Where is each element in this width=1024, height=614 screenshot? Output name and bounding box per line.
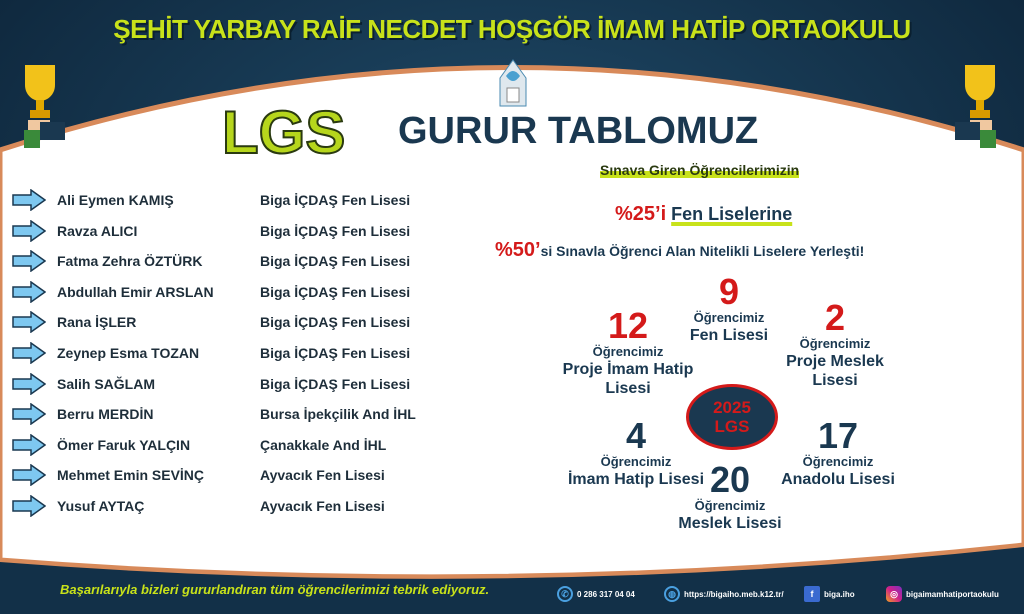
stat-count: 2: [824, 297, 846, 338]
stat-count: 17: [817, 415, 859, 456]
fen-liselerine: Fen Liselerine: [671, 204, 793, 224]
summary-intro: Sınava Giren Öğrencilerimizin: [600, 162, 800, 178]
student-row: Rana İŞLER Biga İÇDAŞ Fen Lisesi: [12, 309, 452, 335]
arrow-right-icon: [12, 310, 47, 334]
placed-school: Biga İÇDAŞ Fen Lisesi: [260, 283, 411, 300]
placed-school: Biga İÇDAŞ Fen Lisesi: [260, 253, 411, 270]
arrow-right-icon: [12, 280, 47, 304]
placed-school: Biga İÇDAŞ Fen Lisesi: [260, 375, 411, 392]
stat-imam-hatip: 4 Öğrencimiz İmam Hatip Lisesi: [566, 418, 706, 489]
summary-line-2: %50’si Sınavla Öğrenci Alan Nitelikli Li…: [495, 239, 864, 262]
stat-meslek: 20 Öğrencimiz Meslek Lisesi: [670, 462, 790, 533]
student-row: Yusuf AYTAÇ Ayvacık Fen Lisesi: [12, 493, 452, 519]
lgs-heading: LGS: [221, 98, 346, 167]
stat-label: Öğrencimiz: [799, 336, 871, 351]
facebook-icon: f: [804, 586, 820, 602]
summary-line-1: %25’i Fen Liselerine: [615, 203, 792, 226]
phone-icon: ✆: [557, 586, 573, 602]
stat-label: Öğrencimiz: [600, 454, 672, 469]
placed-school: Ayvacık Fen Lisesi: [260, 498, 385, 514]
stat-label: Öğrencimiz: [694, 498, 766, 513]
stat-count: 12: [607, 305, 649, 346]
school-logo: [499, 59, 527, 107]
facebook-handle[interactable]: biga.iho: [824, 589, 855, 599]
stat-count: 20: [709, 459, 751, 500]
student-row: Ali Eymen KAMIŞ Biga İÇDAŞ Fen Lisesi: [12, 187, 452, 213]
globe-icon: ◍: [664, 586, 680, 602]
stat-count: 9: [718, 271, 740, 312]
trophy-icon-left: [24, 65, 65, 148]
student-row: Zeynep Esma TOZAN Biga İÇDAŞ Fen Lisesi: [12, 340, 452, 366]
student-row: Berru MERDİN Bursa İpekçilik And İHL: [12, 401, 452, 427]
percent-50: %50’: [495, 239, 541, 261]
placed-school: Biga İÇDAŞ Fen Lisesi: [260, 314, 411, 331]
stat-proje-imam-hatip: 12 Öğrencimiz Proje İmam Hatip Lisesi: [553, 308, 703, 398]
footer-curve: [0, 547, 1024, 614]
trophy-icon-right: [955, 65, 996, 148]
student-name: Fatma Zehra ÖZTÜRK: [57, 253, 203, 270]
stat-proje-meslek: 2 Öğrencimiz Proje Meslek Lisesi: [770, 300, 900, 390]
stat-anadolu: 17 Öğrencimiz Anadolu Lisesi: [773, 418, 903, 489]
student-row: Salih SAĞLAM Biga İÇDAŞ Fen Lisesi: [12, 371, 452, 397]
gurur-tablomuz-heading: GURUR TABLOMUZ: [398, 110, 759, 152]
instagram-handle[interactable]: bigaimamhatiportaokulu: [906, 589, 999, 599]
student-name: Rana İŞLER: [57, 314, 137, 331]
arrow-right-icon: [12, 249, 47, 273]
facebook-contact[interactable]: f biga.iho: [804, 586, 855, 602]
student-row: Ömer Faruk YALÇIN Çanakkale And İHL: [12, 432, 452, 458]
student-row: Abdullah Emir ARSLAN Biga İÇDAŞ Fen Lises…: [12, 279, 452, 305]
placed-school: Çanakkale And İHL: [260, 436, 387, 453]
student-row: Fatma Zehra ÖZTÜRK Biga İÇDAŞ Fen Lisesi: [12, 248, 452, 274]
student-name: Abdullah Emir ARSLAN: [57, 283, 214, 300]
nitelikli-text: si Sınavla Öğrenci Alan Nitelikli Lisele…: [540, 243, 865, 259]
student-name: Ali Eymen KAMIŞ: [57, 192, 174, 208]
instagram-icon: ◎: [886, 586, 902, 602]
stat-kind: Anadolu Lisesi: [781, 470, 895, 488]
arrow-right-icon: [12, 372, 47, 396]
student-name: Ravza ALICI: [57, 222, 138, 239]
student-row: Ravza ALICI Biga İÇDAŞ Fen Lisesi: [12, 218, 452, 244]
student-row: Mehmet Emin SEVİNÇ Ayvacık Fen Lisesi: [12, 462, 452, 488]
arrow-right-icon: [12, 494, 47, 518]
stat-label: Öğrencimiz: [802, 454, 874, 469]
instagram-contact[interactable]: ◎ bigaimamhatiportaokulu: [886, 586, 999, 602]
student-name: Ömer Faruk YALÇIN: [57, 436, 191, 453]
stat-label: Öğrencimiz: [592, 344, 664, 359]
stat-fen: 9 Öğrencimiz Fen Lisesi: [664, 274, 794, 345]
placed-school: Biga İÇDAŞ Fen Lisesi: [260, 222, 411, 239]
stat-kind: Proje Meslek Lisesi: [786, 352, 884, 389]
content-panel: [0, 65, 1024, 580]
student-name: Berru MERDİN: [57, 406, 154, 423]
website-link[interactable]: https://bigaiho.meb.k12.tr/: [684, 589, 784, 599]
student-name: Salih SAĞLAM: [57, 375, 156, 392]
badge-text: LGS: [714, 416, 750, 436]
phone-contact: ✆ 0 286 317 04 04: [557, 586, 635, 602]
arrow-right-icon: [12, 188, 47, 212]
badge-year: 2025: [713, 398, 751, 417]
arrow-right-icon: [12, 463, 47, 487]
placed-school: Biga İÇDAŞ Fen Lisesi: [260, 192, 411, 208]
website-contact[interactable]: ◍ https://bigaiho.meb.k12.tr/: [664, 586, 784, 602]
stat-count: 4: [625, 415, 647, 456]
student-name: Zeynep Esma TOZAN: [57, 345, 200, 361]
placed-school: Bursa İpekçilik And İHL: [260, 406, 416, 423]
stat-kind: İmam Hatip Lisesi: [567, 470, 705, 488]
phone-number: 0 286 317 04 04: [577, 589, 635, 599]
stat-kind: Fen Lisesi: [689, 326, 769, 344]
congrats-message: Başarılarıyla bizleri gururlandıran tüm …: [60, 582, 490, 597]
arrow-right-icon: [12, 219, 47, 243]
stat-kind: Proje İmam Hatip Lisesi: [562, 360, 694, 397]
student-name: Yusuf AYTAÇ: [57, 498, 145, 514]
percent-25: %25’i: [615, 203, 667, 225]
student-name: Mehmet Emin SEVİNÇ: [57, 467, 205, 484]
placed-school: Ayvacık Fen Lisesi: [260, 467, 385, 484]
stat-kind: Meslek Lisesi: [678, 514, 782, 532]
lgs-2025-badge: 2025 LGS: [686, 384, 778, 450]
placed-school: Biga İÇDAŞ Fen Lisesi: [260, 345, 411, 361]
arrow-right-icon: [12, 433, 47, 457]
school-name: ŞEHİT YARBAY RAİF NECDET HOŞGÖR İMAM HAT…: [113, 14, 911, 44]
arrow-right-icon: [12, 341, 47, 365]
stat-label: Öğrencimiz: [693, 310, 765, 325]
arrow-right-icon: [12, 402, 47, 426]
